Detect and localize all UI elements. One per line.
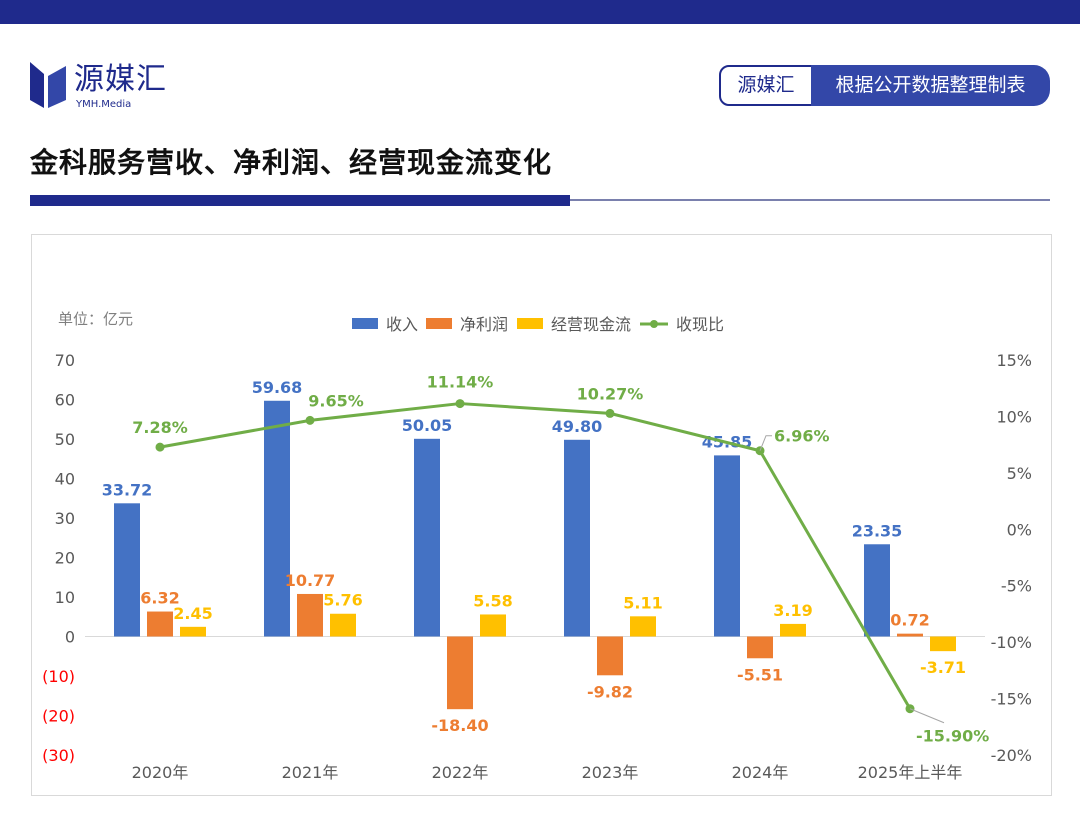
legend-label: 净利润 (460, 315, 508, 334)
ratio-data-label: -15.90% (916, 727, 989, 746)
bar-收入-2025年上半年 (864, 544, 890, 637)
x-axis-category-label: 2022年 (432, 763, 489, 782)
bar-data-label: 2.45 (173, 604, 212, 623)
left-axis-tick-label: 40 (55, 470, 75, 489)
bar-data-label: 49.80 (552, 417, 603, 436)
bar-经营现金流-2023年 (630, 616, 656, 637)
source-badge-note: 根据公开数据整理制表 (811, 65, 1050, 106)
left-axis-tick-label: (10) (42, 667, 75, 686)
title-underline-thick (30, 195, 570, 206)
left-axis-tick-label: 50 (55, 430, 75, 449)
legend-swatch-净利润 (426, 318, 452, 329)
left-axis-tick-label: 10 (55, 588, 75, 607)
source-badge: 源媒汇 根据公开数据整理制表 (719, 65, 1050, 106)
ratio-data-label: 9.65% (308, 391, 364, 410)
bar-data-label: -5.51 (737, 665, 783, 684)
right-axis-tick-label: -15% (991, 690, 1032, 709)
ratio-point-2023年 (605, 408, 615, 418)
legend-label: 收现比 (676, 315, 724, 334)
bar-data-label: 5.11 (623, 593, 662, 612)
right-axis-tick-label: -20% (991, 746, 1032, 765)
legend-label: 收入 (386, 315, 418, 334)
right-axis-tick-label: 5% (1007, 464, 1032, 483)
ratio-line (159, 402, 912, 710)
source-badge-brand: 源媒汇 (719, 65, 813, 106)
right-axis-tick-label: 15% (996, 351, 1032, 370)
bar-data-label: 23.35 (852, 521, 903, 540)
bar-data-label: -3.71 (920, 658, 966, 677)
right-axis-tick-label: 10% (996, 407, 1032, 426)
right-axis-tick-label: 0% (1007, 520, 1032, 539)
legend-swatch-收入 (352, 318, 378, 329)
x-axis-category-label: 2025年上半年 (858, 763, 963, 782)
bar-经营现金流-2025年上半年 (930, 636, 956, 652)
ratio-label-leader (909, 708, 945, 724)
logo-mark-icon (30, 62, 66, 108)
legend-swatch-marker (650, 320, 658, 328)
bar-收入-2024年 (714, 455, 740, 637)
bar-data-label: 5.58 (473, 591, 512, 610)
bar-净利润-2023年 (597, 636, 623, 676)
bar-经营现金流-2022年 (480, 614, 506, 637)
ratio-point-2022年 (455, 399, 465, 409)
bar-收入-2022年 (414, 438, 440, 637)
bar-data-label: 6.32 (140, 589, 179, 608)
left-axis-tick-label: 60 (55, 391, 75, 410)
x-axis-category-label: 2020年 (132, 763, 189, 782)
right-axis-tick-label: -5% (1001, 577, 1032, 596)
ratio-data-label: 10.27% (577, 384, 644, 403)
logo-name: 源媒汇 (74, 62, 167, 97)
bar-净利润-2022年 (447, 636, 473, 710)
left-axis-tick-label: 70 (55, 351, 75, 370)
ratio-data-label: 11.14% (427, 373, 494, 392)
bar-经营现金流-2021年 (330, 613, 356, 637)
chart-frame (31, 234, 1052, 796)
left-axis-tick-label: (20) (42, 707, 75, 726)
page-title: 金科服务营收、净利润、经营现金流变化 (30, 146, 553, 179)
x-axis-category-label: 2021年 (282, 763, 339, 782)
bar-收入-2020年 (114, 503, 140, 637)
bar-净利润-2020年 (147, 611, 173, 637)
bar-data-label: 59.68 (252, 378, 303, 397)
bar-data-label: 10.77 (285, 571, 336, 590)
legend-label: 经营现金流 (551, 315, 631, 334)
bar-data-label: 50.05 (402, 416, 453, 435)
bar-经营现金流-2020年 (180, 626, 206, 637)
bar-净利润-2021年 (297, 593, 323, 637)
bar-data-label: 3.19 (773, 601, 812, 620)
x-axis-category-label: 2023年 (582, 763, 639, 782)
bar-data-label: -9.82 (587, 682, 633, 701)
left-axis-tick-label: (30) (42, 746, 75, 765)
legend-swatch-经营现金流 (517, 318, 543, 329)
ratio-point-2020年 (155, 442, 165, 452)
ratio-data-label: 7.28% (132, 418, 188, 437)
bar-收入-2021年 (264, 400, 290, 637)
left-axis-tick-label: 20 (55, 549, 75, 568)
bar-净利润-2024年 (747, 636, 773, 659)
x-axis-category-label: 2024年 (732, 763, 789, 782)
unit-label: 单位：亿元 (58, 310, 134, 328)
bar-data-label: 0.72 (890, 611, 929, 630)
title-underline-thin (570, 199, 1050, 201)
top-banner-bar (0, 0, 1080, 24)
bar-经营现金流-2024年 (780, 623, 806, 637)
ratio-point-2021年 (305, 415, 315, 425)
bar-data-label: 33.72 (102, 480, 153, 499)
bar-净利润-2025年上半年 (897, 633, 923, 637)
bar-data-label: -18.40 (431, 716, 488, 735)
ratio-data-label: 6.96% (774, 427, 830, 446)
logo-subtitle: YMH.Media (76, 99, 132, 110)
left-axis-tick-label: 30 (55, 509, 75, 528)
bar-data-label: 5.76 (323, 591, 362, 610)
ratio-label-leader (759, 435, 772, 451)
right-axis-tick-label: -10% (991, 633, 1032, 652)
bar-收入-2023年 (564, 439, 590, 637)
left-axis-tick-label: 0 (65, 628, 75, 647)
logo: 源媒汇 YMH.Media (28, 60, 188, 112)
